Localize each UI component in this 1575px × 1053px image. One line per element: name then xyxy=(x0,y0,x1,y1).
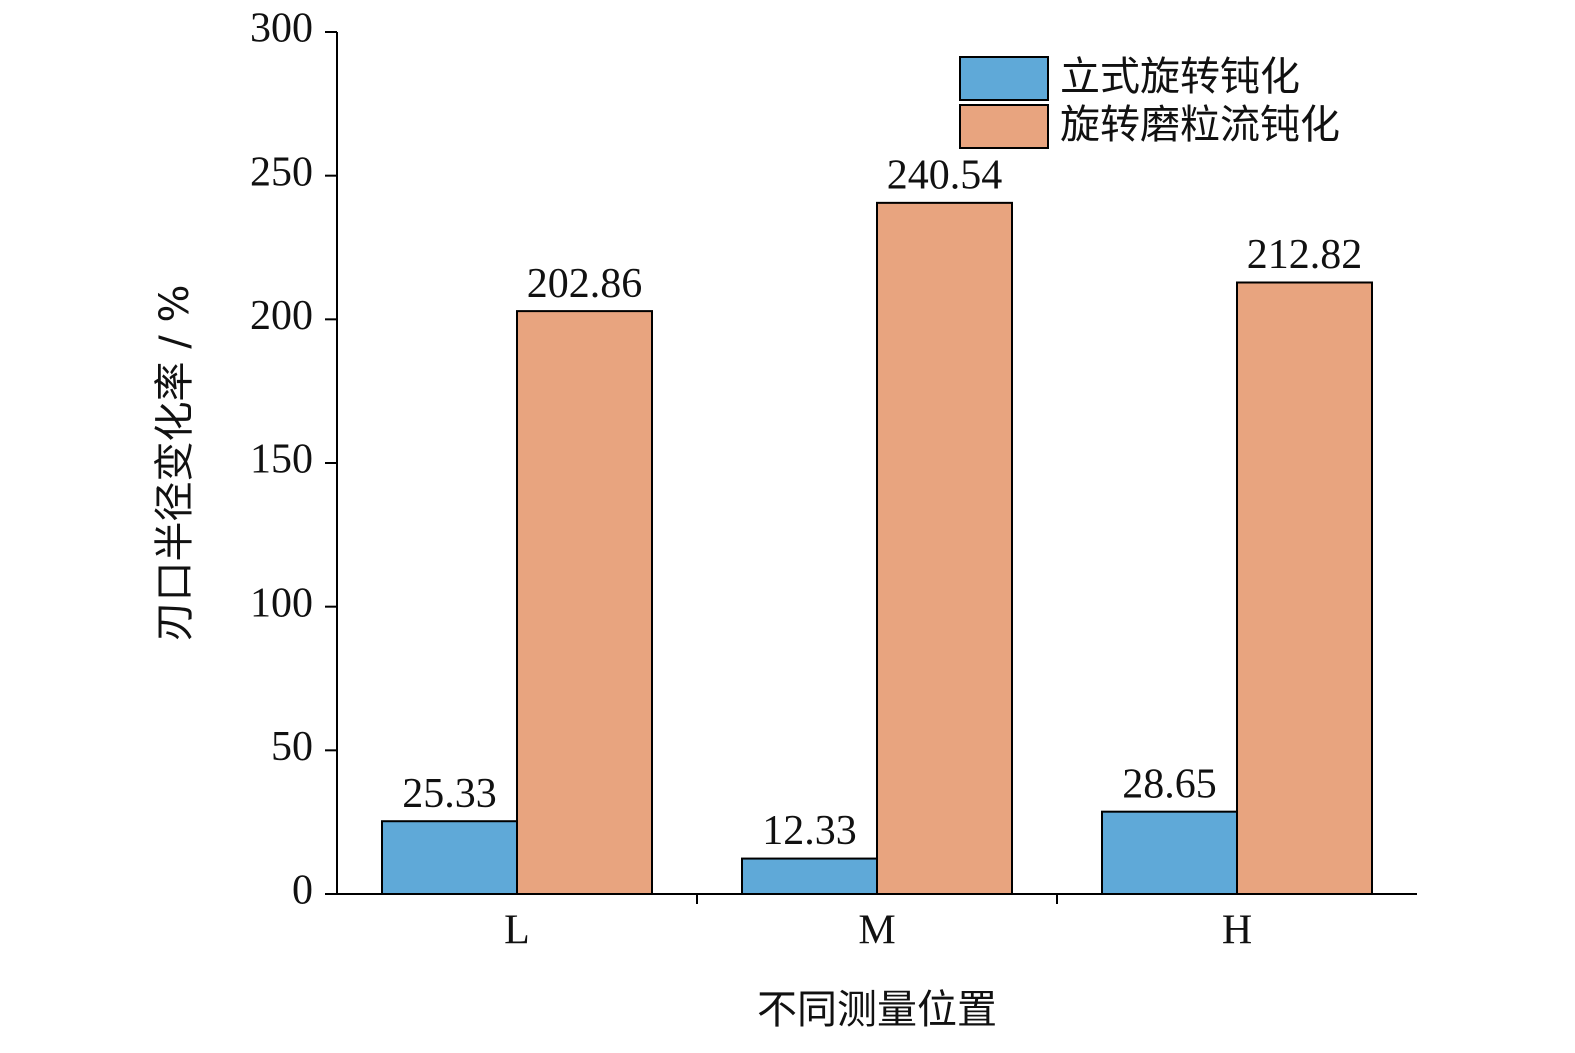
y-tick-label: 50 xyxy=(271,724,313,770)
y-tick-label: 250 xyxy=(250,149,313,195)
value-label: 25.33 xyxy=(402,771,497,817)
y-tick-label: 300 xyxy=(250,6,313,52)
y-axis-label: 刃口半径变化率 / % xyxy=(152,285,198,642)
x-tick-label: H xyxy=(1222,908,1252,954)
y-tick-label: 150 xyxy=(250,437,313,483)
bar xyxy=(1101,810,1238,896)
value-label: 202.86 xyxy=(527,261,643,307)
x-tick-label: L xyxy=(504,908,530,954)
value-label: 28.65 xyxy=(1122,761,1217,807)
legend-label: 立式旋转钝化 xyxy=(1060,54,1300,100)
legend-swatch xyxy=(959,104,1049,149)
y-tick-label: 0 xyxy=(292,868,313,914)
bar xyxy=(741,857,878,895)
value-label: 240.54 xyxy=(887,152,1003,198)
x-tick-label: M xyxy=(858,908,895,954)
legend-swatch xyxy=(959,56,1049,101)
bar xyxy=(516,310,653,895)
bar xyxy=(381,820,518,895)
y-tick-label: 100 xyxy=(250,580,313,626)
value-label: 212.82 xyxy=(1247,232,1363,278)
y-tick-label: 200 xyxy=(250,293,313,339)
legend-label: 旋转磨粒流钝化 xyxy=(1060,102,1340,148)
x-axis-label: 不同测量位置 xyxy=(757,987,997,1033)
bar xyxy=(876,201,1013,896)
bar xyxy=(1236,281,1373,895)
value-label: 12.33 xyxy=(762,808,857,854)
